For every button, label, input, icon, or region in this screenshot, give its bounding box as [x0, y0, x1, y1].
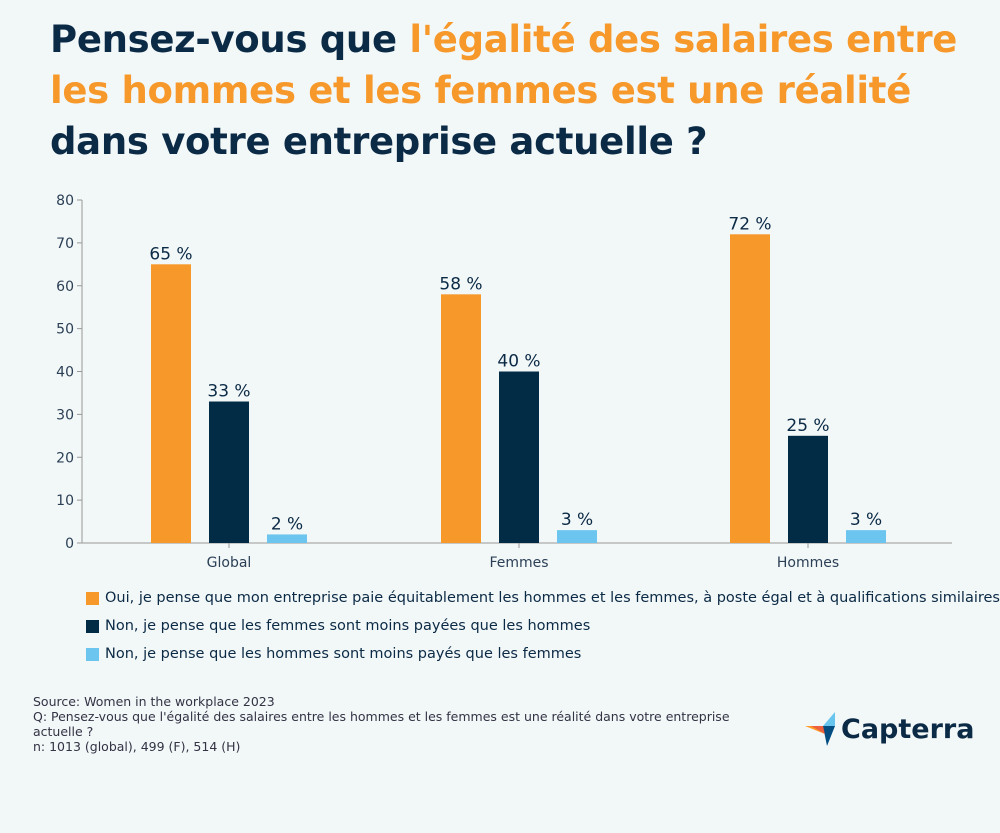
y-tick-label: 30 — [56, 407, 74, 423]
y-tick-label: 40 — [56, 365, 74, 381]
legend-swatch — [86, 647, 99, 661]
capterra-logo: Capterra — [805, 712, 974, 746]
question-text: Q: Pensez-vous que l'égalité des salaire… — [33, 709, 730, 739]
data-label: 40 % — [497, 352, 540, 372]
legend: Oui, je pense que mon entreprise paie éq… — [86, 584, 1000, 668]
data-label: 3 % — [850, 510, 882, 530]
data-label: 25 % — [786, 416, 829, 436]
legend-label: Non, je pense que les femmes sont moins … — [105, 618, 591, 634]
title-highlight: l'égalité des salaires entre les hommes … — [50, 18, 958, 112]
bar — [209, 401, 249, 543]
y-tick-label: 60 — [56, 279, 74, 295]
y-tick-label: 70 — [56, 236, 74, 252]
x-tick-label: Global — [207, 555, 252, 571]
legend-swatch — [86, 619, 99, 633]
data-label: 33 % — [207, 382, 250, 402]
data-label: 58 % — [439, 274, 482, 294]
bar — [846, 530, 886, 543]
data-label: 65 % — [149, 244, 192, 264]
x-tick-label: Femmes — [489, 555, 548, 571]
title-part1: Pensez-vous que — [50, 18, 410, 61]
chart-title: Pensez-vous que l'égalité des salaires e… — [50, 14, 980, 167]
legend-item: Oui, je pense que mon entreprise paie éq… — [86, 584, 1000, 612]
data-label: 72 % — [728, 214, 771, 234]
logo-text: Capterra — [841, 713, 975, 745]
legend-label: Non, je pense que les hommes sont moins … — [105, 646, 582, 662]
bar — [151, 264, 191, 543]
y-tick-label: 0 — [65, 536, 74, 552]
bar — [499, 371, 539, 543]
y-tick-label: 10 — [56, 493, 74, 509]
legend-swatch — [86, 591, 99, 605]
sample-text: n: 1013 (global), 499 (F), 514 (H) — [33, 739, 241, 754]
source-text: Source: Women in the workplace 2023 — [33, 694, 275, 709]
bar — [730, 234, 770, 544]
bar — [441, 294, 481, 543]
data-label: 3 % — [561, 510, 593, 530]
legend-item: Non, je pense que les hommes sont moins … — [86, 640, 1000, 668]
capterra-logo-icon — [805, 712, 835, 746]
data-label: 2 % — [271, 514, 303, 534]
bar — [557, 530, 597, 543]
bar-chart: 0 10 20 30 40 50 60 70 80 Global 65 % 33 % 2 % Femmes… — [56, 193, 952, 571]
x-tick-label: Hommes — [777, 555, 839, 571]
bar — [788, 435, 828, 543]
legend-label: Oui, je pense que mon entreprise paie éq… — [105, 590, 1000, 606]
y-tick-label: 80 — [56, 193, 74, 209]
y-tick-label: 20 — [56, 450, 74, 466]
title-part2: dans votre entreprise actuelle ? — [50, 120, 708, 163]
bar — [267, 534, 307, 543]
y-tick-label: 50 — [56, 322, 74, 338]
footer-notes: Source: Women in the workplace 2023 Q: P… — [33, 694, 753, 754]
legend-item: Non, je pense que les femmes sont moins … — [86, 612, 1000, 640]
